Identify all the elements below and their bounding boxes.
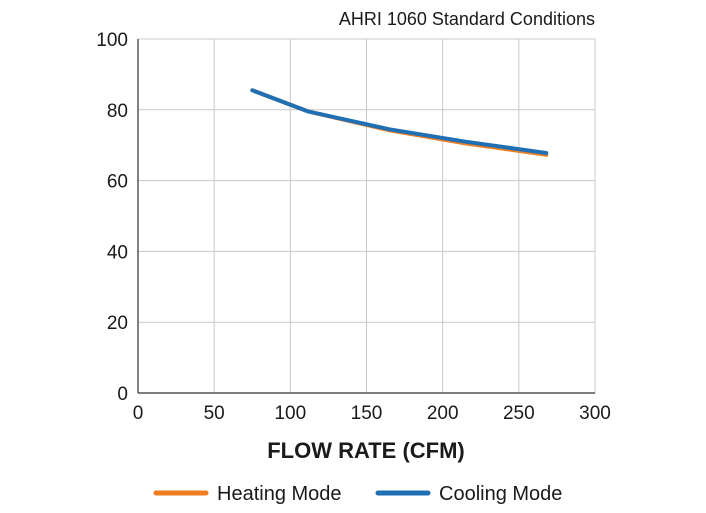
x-tick-label: 200 (427, 403, 459, 424)
x-tick-label: 300 (579, 403, 611, 424)
y-tick-label: 60 (107, 172, 128, 193)
y-tick-label: 80 (107, 101, 128, 122)
axes (137, 39, 595, 394)
y-tick-label: 40 (107, 242, 128, 263)
series-line-cooling (250, 88, 549, 155)
x-tick-label: 150 (351, 403, 383, 424)
y-tick-label: 100 (96, 30, 128, 51)
x-tick-label: 50 (204, 403, 225, 424)
y-tick-labels: 0 20 40 60 80 100 (96, 30, 128, 405)
x-axis-label: FLOW RATE (CFM) (267, 438, 465, 463)
x-tick-label: 250 (503, 403, 535, 424)
y-tick-label: 0 (117, 384, 128, 405)
x-tick-label: 0 (133, 403, 144, 424)
legend-label: Cooling Mode (439, 483, 562, 505)
grid (138, 38, 596, 393)
legend-label: Heating Mode (217, 483, 342, 505)
x-tick-labels: 0 50 100 150 200 250 300 (133, 403, 611, 424)
y-tick-label: 20 (107, 313, 128, 334)
series-lines (250, 88, 549, 157)
legend: Heating Mode Cooling Mode (153, 483, 562, 505)
chart-title: AHRI 1060 Standard Conditions (339, 9, 595, 29)
x-tick-label: 100 (274, 403, 306, 424)
